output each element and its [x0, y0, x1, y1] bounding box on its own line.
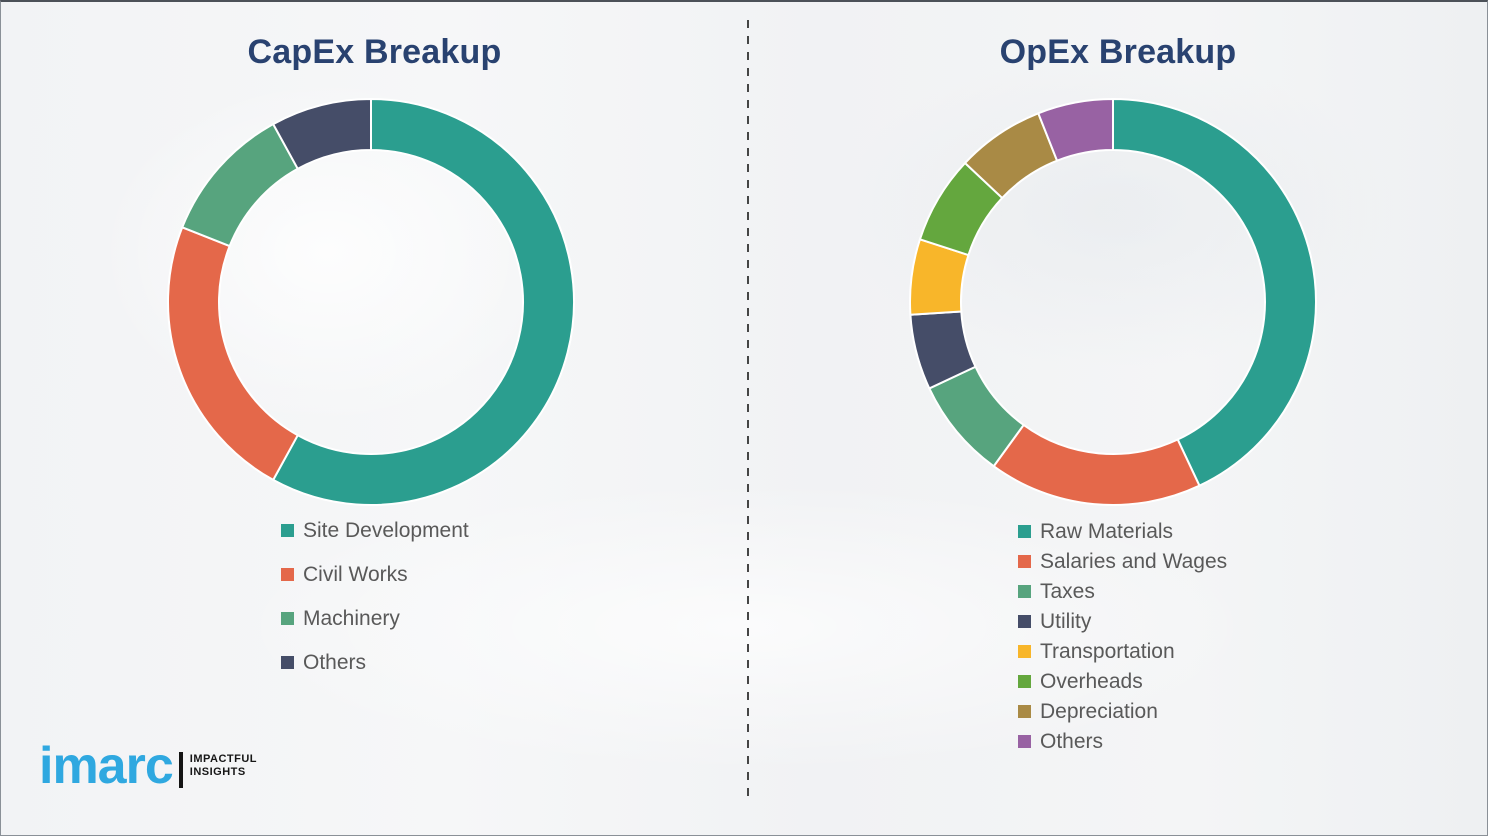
- legend-color-swatch: [1018, 735, 1031, 748]
- legend-item-utility: Utility: [1018, 611, 1227, 632]
- legend-item-transportation: Transportation: [1018, 641, 1227, 662]
- legend-label: Machinery: [303, 607, 400, 630]
- imarc-logo: imarc IMPACTFUL INSIGHTS: [39, 735, 257, 797]
- legend-item-others: Others: [1018, 731, 1227, 752]
- legend-label: Civil Works: [303, 563, 408, 586]
- donut-segment-others: [1037, 98, 1114, 162]
- legend-item-others: Others: [281, 652, 469, 673]
- legend-color-swatch: [1018, 675, 1031, 688]
- legend-label: Raw Materials: [1040, 520, 1174, 543]
- legend-item-taxes: Taxes: [1018, 581, 1227, 602]
- legend-label: Utility: [1040, 610, 1092, 633]
- legend-item-site-development: Site Development: [281, 520, 469, 541]
- capex-legend: Site Development Civil Works Machinery Othe…: [281, 520, 469, 673]
- logo-divider-bar: [178, 752, 183, 788]
- donut-segment-raw-materials: [1112, 98, 1317, 487]
- legend-color-swatch: [281, 524, 294, 537]
- legend-color-swatch: [1018, 585, 1031, 598]
- legend-color-swatch: [281, 568, 294, 581]
- legend-color-swatch: [1018, 525, 1031, 538]
- legend-color-swatch: [1018, 645, 1031, 658]
- legend-color-swatch: [1018, 555, 1031, 568]
- legend-label: Site Development: [303, 519, 469, 542]
- legend-item-salaries-and-wages: Salaries and Wages: [1018, 551, 1227, 572]
- legend-item-machinery: Machinery: [281, 608, 469, 629]
- legend-color-swatch: [281, 656, 294, 669]
- legend-label: Overheads: [1040, 670, 1143, 693]
- donut-segment-site-development: [272, 98, 575, 506]
- logo-tagline-line2: INSIGHTS: [189, 766, 246, 778]
- capex-donut-chart: [167, 98, 575, 506]
- legend-item-civil-works: Civil Works: [281, 564, 469, 585]
- legend-label: Salaries and Wages: [1040, 550, 1228, 573]
- opex-chart-title: OpEx Breakup: [999, 33, 1237, 71]
- legend-color-swatch: [1018, 615, 1031, 628]
- donut-segment-salaries-and-wages: [992, 423, 1201, 506]
- opex-donut-chart: [909, 98, 1317, 506]
- donut-segment-machinery: [181, 123, 299, 248]
- legend-label: Others: [303, 651, 367, 674]
- legend-label: Others: [1040, 730, 1104, 753]
- legend-label: Depreciation: [1040, 700, 1158, 723]
- imarc-wordmark: imarc: [39, 737, 174, 795]
- legend-item-overheads: Overheads: [1018, 671, 1227, 692]
- legend-item-raw-materials: Raw Materials: [1018, 521, 1227, 542]
- opex-legend: Raw Materials Salaries and Wages Taxes Util…: [1018, 521, 1227, 752]
- legend-label: Transportation: [1040, 640, 1175, 663]
- donut-segment-others: [272, 98, 372, 170]
- legend-color-swatch: [281, 612, 294, 625]
- logo-tagline: IMPACTFUL INSIGHTS: [190, 753, 257, 779]
- logo-tagline-line1: IMPACTFUL: [189, 753, 257, 765]
- donut-segment-civil-works: [167, 226, 299, 481]
- dashed-divider-line: [747, 20, 749, 796]
- legend-color-swatch: [1018, 705, 1031, 718]
- capex-chart-title: CapEx Breakup: [247, 33, 502, 71]
- legend-label: Taxes: [1040, 580, 1095, 603]
- legend-item-depreciation: Depreciation: [1018, 701, 1227, 722]
